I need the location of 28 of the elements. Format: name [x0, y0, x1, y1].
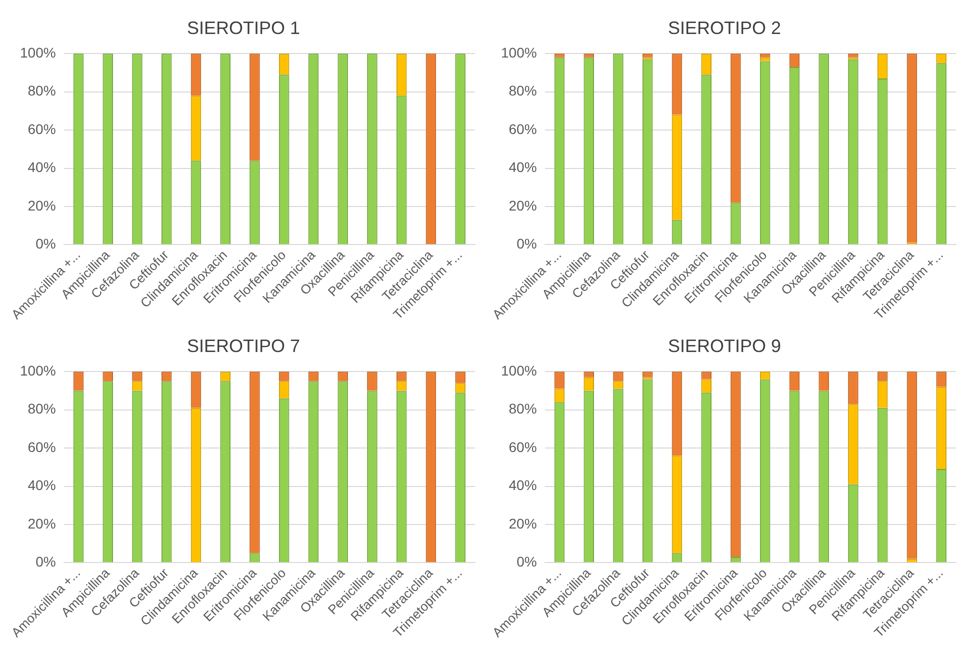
y-tick-label: 20% [508, 197, 537, 214]
y-tick-label: 40% [28, 477, 56, 494]
y-tick-label: 20% [508, 515, 537, 532]
y-tick-label: 20% [28, 197, 56, 214]
y-tick-label: 100% [500, 362, 537, 378]
y-tick-label: 60% [508, 438, 537, 455]
y-tick-label: 60% [28, 438, 56, 455]
y-tick-label: 80% [508, 400, 537, 417]
chart-title: SIEROTIPO 1 [186, 18, 300, 38]
y-tick-label: 100% [500, 44, 537, 60]
chart-title: SIEROTIPO 2 [668, 18, 782, 38]
chart-title: SIEROTIPO 9 [668, 336, 782, 356]
y-tick-label: 100% [20, 362, 56, 378]
y-tick-label: 40% [28, 159, 56, 176]
y-tick-label: 0% [516, 554, 537, 570]
y-tick-label: 100% [20, 44, 56, 60]
y-tick-label: 40% [508, 159, 537, 176]
y-tick-label: 80% [28, 82, 56, 99]
y-tick-label: 0% [36, 236, 56, 252]
y-tick-label: 40% [508, 477, 537, 494]
y-tick-label: 60% [508, 120, 537, 137]
y-tick-label: 0% [516, 236, 537, 252]
y-tick-label: 80% [508, 82, 537, 99]
y-tick-label: 60% [28, 120, 56, 137]
y-tick-label: 20% [28, 515, 56, 532]
chart-title: SIEROTIPO 7 [186, 336, 300, 356]
y-tick-label: 80% [28, 400, 56, 417]
y-tick-label: 0% [36, 554, 56, 570]
